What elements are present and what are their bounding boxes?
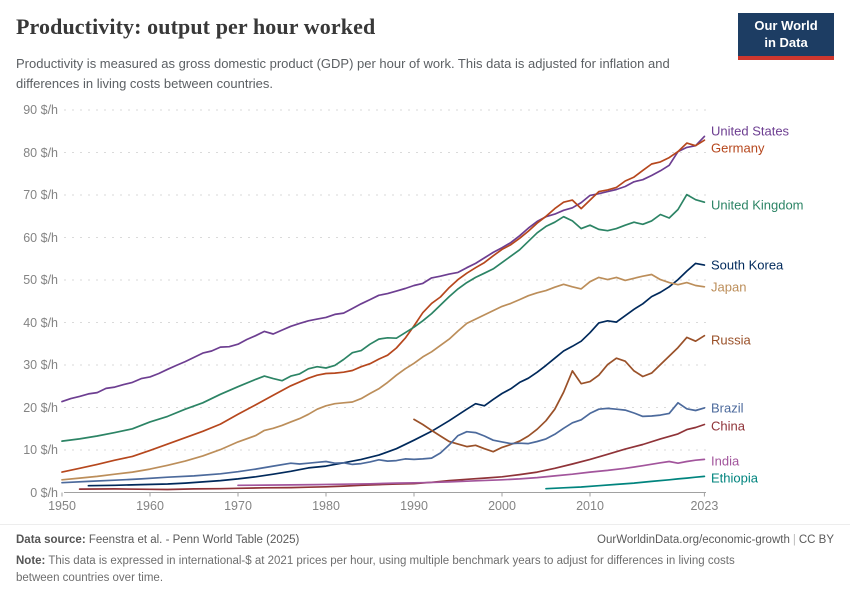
- y-axis-label-20: 20 $/h: [23, 400, 58, 415]
- series-label-china[interactable]: China: [711, 418, 745, 433]
- series-label-united-states[interactable]: United States: [711, 123, 790, 139]
- credit-separator: |: [792, 534, 796, 546]
- chart-subtitle: Productivity is measured as gross domest…: [16, 56, 670, 91]
- series-line-south-korea[interactable]: [87, 262, 706, 487]
- note-label: Note:: [16, 555, 46, 567]
- series-line-russia[interactable]: [413, 334, 706, 453]
- y-axis-label-0: 0 $/h: [30, 485, 58, 500]
- series-line-united-states[interactable]: [61, 135, 706, 403]
- footer-note: Note: This data is expressed in internat…: [16, 555, 735, 584]
- x-axis-label-1950: 1950: [48, 499, 76, 513]
- series-label-south-korea[interactable]: South Korea: [711, 257, 784, 273]
- y-axis-label-60: 60 $/h: [23, 230, 58, 245]
- footer-credits: OurWorldinData.org/economic-growth | CC BY: [597, 534, 834, 546]
- x-axis-label-2023: 2023: [690, 499, 719, 513]
- x-axis-label-1980: 1980: [312, 499, 340, 513]
- series-label-russia[interactable]: Russia: [711, 332, 751, 348]
- series-label-india[interactable]: India: [711, 453, 740, 469]
- y-axis-label-80: 80 $/h: [23, 145, 58, 160]
- footer-divider: [0, 524, 850, 525]
- x-axis-label-2000: 2000: [488, 499, 516, 513]
- owid-logo: Our World in Data: [738, 13, 834, 60]
- license-badge[interactable]: CC BY: [798, 534, 834, 546]
- x-axis-label-1970: 1970: [224, 499, 252, 513]
- owid-logo-line1: Our World: [754, 18, 818, 33]
- y-axis-label-40: 40 $/h: [23, 315, 58, 330]
- y-axis-label-10: 10 $/h: [23, 443, 58, 457]
- series-line-india[interactable]: [237, 458, 706, 487]
- series-label-united-kingdom[interactable]: United Kingdom: [711, 197, 804, 213]
- x-axis-label-1960: 1960: [136, 499, 164, 513]
- series-label-germany[interactable]: Germany: [711, 140, 765, 156]
- series-line-ethiopia[interactable]: [545, 475, 706, 490]
- owid-link[interactable]: OurWorldinData.org/economic-growth: [597, 534, 790, 546]
- data-source-text: Data source: Feenstra et al. - Penn Worl…: [16, 534, 300, 546]
- page-title: Productivity: output per hour worked: [16, 14, 376, 39]
- data-source-label: Data source:: [16, 534, 86, 546]
- series-line-germany[interactable]: [61, 139, 706, 473]
- y-axis-label-90: 90 $/h: [23, 103, 58, 117]
- series-line-united-kingdom[interactable]: [61, 193, 706, 442]
- series-label-ethiopia[interactable]: Ethiopia: [711, 470, 758, 486]
- y-axis-label-50: 50 $/h: [23, 273, 58, 287]
- series-label-japan[interactable]: Japan: [711, 279, 747, 295]
- series-line-japan[interactable]: [61, 273, 706, 481]
- series-line-china[interactable]: [78, 423, 706, 491]
- y-axis-label-30: 30 $/h: [23, 358, 58, 372]
- y-axis-label-70: 70 $/h: [23, 188, 58, 202]
- series-label-brazil[interactable]: Brazil: [711, 400, 744, 416]
- x-axis-label-2010: 2010: [576, 499, 604, 513]
- series-line-brazil[interactable]: [61, 401, 706, 484]
- x-axis-label-1990: 1990: [400, 499, 428, 513]
- owid-logo-line2: in Data: [764, 34, 808, 50]
